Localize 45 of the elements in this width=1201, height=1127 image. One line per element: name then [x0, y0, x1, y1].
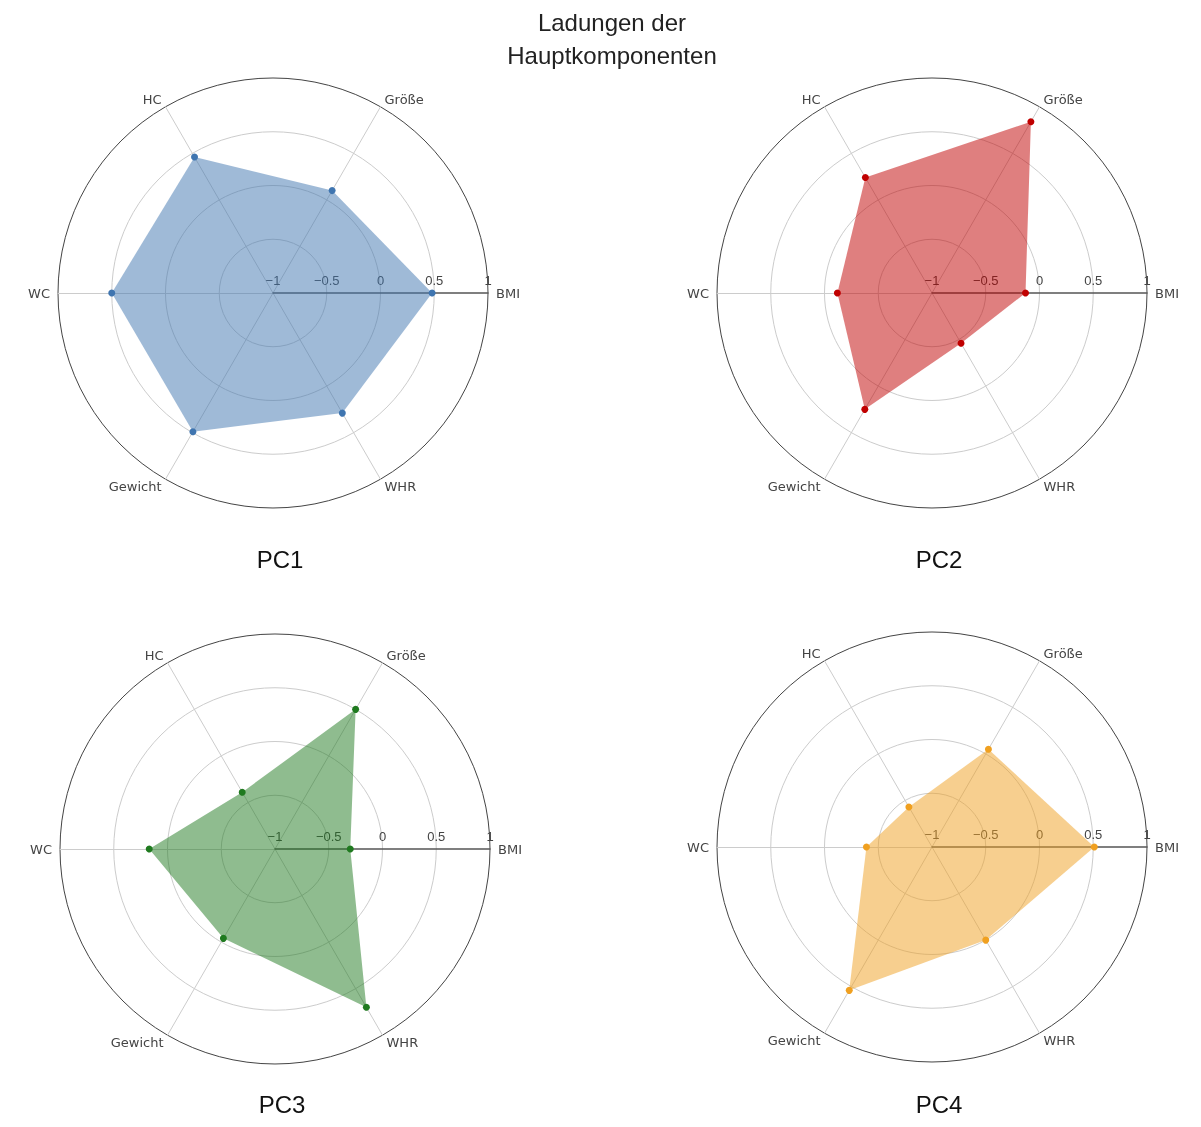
y-tick-label: 0.5: [1084, 827, 1103, 842]
spoke-label: BMI: [1155, 839, 1179, 855]
y-tick-label: −0.5: [315, 829, 342, 844]
spoke-label: WC: [28, 285, 50, 301]
y-tick-label: −1: [265, 273, 281, 288]
y-tick-label: 0.5: [427, 829, 446, 844]
spoke-label: HC: [142, 92, 162, 108]
spoke-label: HC: [801, 646, 821, 662]
text: PC4: [915, 1090, 963, 1118]
spoke-label: Gewicht: [767, 1032, 821, 1048]
text: PC2: [915, 545, 963, 573]
y-tick-label: −1: [924, 273, 940, 288]
spoke-label: BMI: [1155, 285, 1179, 301]
spoke-label: Größe: [1043, 646, 1083, 662]
y-tick-label: 0: [376, 273, 385, 288]
y-tick-label: −0.5: [313, 273, 340, 288]
y-tick-label: 0.5: [1084, 273, 1103, 288]
y-tick-label: −1: [267, 829, 283, 844]
y-tick-label: 0.5: [425, 273, 444, 288]
spoke-label: BMI: [498, 841, 522, 857]
y-tick-label: −0.5: [972, 273, 999, 288]
spoke-label: HC: [801, 92, 821, 108]
spoke-label: Gewicht: [108, 478, 162, 494]
y-tick-label: −0.5: [972, 827, 999, 842]
text: Ladungen der Hauptkomponenten: [506, 8, 718, 71]
spoke-label: WHR: [1043, 478, 1076, 494]
spoke-label: WHR: [386, 1034, 419, 1050]
spoke-label: WC: [30, 841, 52, 857]
y-tick-label: 0: [1035, 273, 1044, 288]
spoke-label: HC: [144, 648, 164, 664]
spoke-label: Größe: [1043, 92, 1083, 108]
spoke-label: Gewicht: [767, 478, 821, 494]
spoke-label: Gewicht: [110, 1034, 164, 1050]
y-tick-label: 0: [1035, 827, 1044, 842]
spoke-label: WHR: [384, 478, 417, 494]
text: PC1: [256, 545, 304, 573]
spoke-label: WC: [687, 839, 709, 855]
y-tick-label: −1: [924, 827, 940, 842]
spoke-label: Größe: [384, 92, 424, 108]
text: PC3: [258, 1090, 306, 1118]
spoke-label: BMI: [496, 285, 520, 301]
spoke-label: WHR: [1043, 1032, 1076, 1048]
y-tick-label: 0: [378, 829, 387, 844]
spoke-label: Größe: [386, 648, 426, 664]
spoke-label: WC: [687, 285, 709, 301]
